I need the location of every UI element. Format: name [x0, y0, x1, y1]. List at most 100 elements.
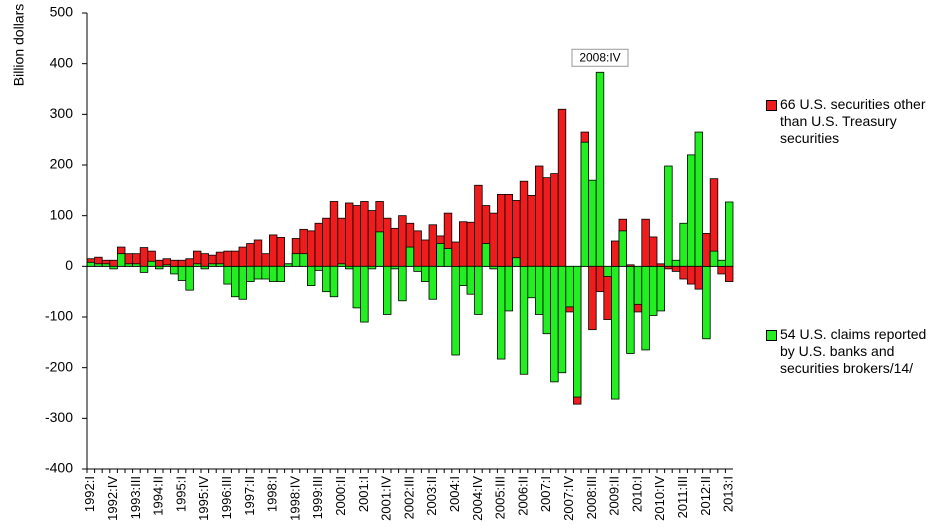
bar	[276, 265, 285, 282]
bar	[367, 210, 377, 267]
bar	[519, 265, 529, 375]
bar	[725, 201, 734, 267]
legend-label: 66 U.S. securities other than U.S. Treas…	[780, 96, 926, 146]
bar	[671, 265, 681, 272]
bar	[299, 253, 308, 267]
bar	[238, 265, 247, 300]
y-tick-label: 500	[50, 4, 74, 20]
bar	[413, 265, 422, 272]
bar	[496, 265, 506, 360]
bar	[588, 265, 597, 331]
bar	[512, 200, 521, 267]
bar	[322, 217, 331, 267]
bar	[626, 265, 635, 354]
bar	[139, 265, 149, 273]
bar	[458, 265, 468, 286]
bar	[443, 248, 453, 267]
x-tick-label: 1992:IV	[105, 476, 120, 521]
bar	[223, 265, 232, 285]
bar	[496, 193, 506, 267]
bar	[633, 265, 643, 305]
y-tick-label: -300	[45, 409, 73, 425]
bar	[595, 71, 605, 267]
x-tick-label: 2000:II	[333, 476, 348, 516]
x-tick-label: 2010:IV	[652, 476, 667, 521]
x-tick-label: 2013:I	[721, 476, 736, 512]
bar	[694, 265, 703, 290]
bar	[626, 264, 635, 267]
bar	[694, 131, 703, 267]
bar	[261, 253, 270, 267]
bar	[451, 265, 460, 356]
bar	[527, 194, 536, 267]
y-axis-label: Billion dollars	[11, 4, 27, 86]
bar	[154, 259, 164, 267]
bar	[664, 165, 673, 267]
bar	[306, 230, 316, 267]
x-tick-label: 2007:I	[538, 476, 553, 512]
annotation: 2008:IV	[571, 48, 629, 67]
x-tick-label: 2007:IV	[561, 476, 576, 521]
bar	[595, 265, 605, 293]
bar	[147, 260, 156, 267]
x-tick-label: 1998:I	[265, 476, 280, 512]
bar	[246, 265, 255, 282]
bar	[542, 265, 551, 335]
bar	[238, 246, 247, 267]
bar	[504, 193, 513, 267]
bar	[603, 265, 612, 277]
bar	[390, 227, 399, 267]
bar	[230, 250, 240, 267]
bar	[162, 264, 171, 267]
bar	[725, 265, 734, 282]
x-tick-label: 1995:IV	[196, 476, 211, 521]
bar	[504, 265, 513, 312]
x-tick-label: 2002:III	[401, 476, 416, 519]
bar	[291, 253, 301, 267]
x-tick-label: 2003:II	[424, 476, 439, 516]
bar	[268, 265, 278, 282]
y-tick-label: -100	[45, 308, 73, 324]
bar	[253, 239, 263, 267]
y-tick-label: -200	[45, 358, 73, 374]
bar	[413, 230, 422, 267]
bar	[451, 241, 460, 267]
bar	[344, 202, 354, 267]
bar	[124, 263, 133, 267]
bar	[474, 184, 483, 267]
bar	[489, 265, 498, 270]
bar	[420, 239, 430, 267]
bar	[458, 221, 468, 267]
bar	[550, 173, 559, 267]
annotation-box	[571, 48, 629, 67]
legend-swatch	[766, 330, 777, 341]
x-tick-label: 2011:III	[675, 476, 690, 518]
bar	[314, 265, 323, 271]
bar	[535, 165, 544, 267]
bar	[101, 263, 111, 267]
bar	[360, 265, 369, 323]
bar	[474, 265, 483, 315]
bar	[177, 265, 187, 281]
bar	[200, 253, 209, 267]
bar	[550, 265, 559, 383]
x-tick-label: 2004:IV	[470, 476, 485, 521]
x-tick-label: 1995:I	[173, 476, 188, 512]
bar	[466, 265, 475, 295]
bar	[268, 234, 278, 267]
x-tick-label: 2001:IV	[379, 476, 394, 521]
bar	[398, 265, 407, 302]
y-tick-label: 0	[65, 257, 73, 273]
annotation-text: 2008:IV	[579, 50, 620, 64]
bar	[436, 243, 445, 267]
x-tick-label: 1998:IV	[287, 476, 302, 521]
bar	[641, 265, 650, 351]
bar	[611, 240, 620, 267]
bar	[542, 177, 551, 267]
bar	[117, 253, 126, 267]
bar	[276, 237, 285, 267]
bar	[253, 265, 263, 280]
bar	[717, 265, 726, 275]
bar	[215, 263, 225, 267]
